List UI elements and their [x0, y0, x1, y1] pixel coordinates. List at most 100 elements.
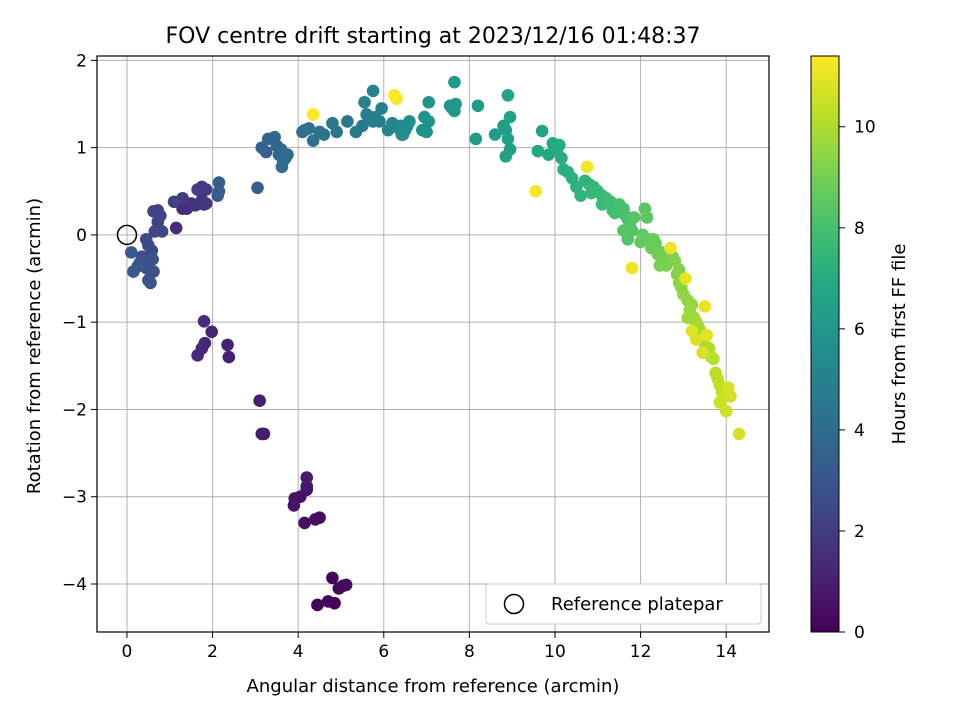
- scatter-point: [358, 95, 371, 109]
- scatter-point: [531, 144, 545, 158]
- scatter-point: [199, 197, 213, 210]
- x-tick-label: 12: [630, 642, 652, 662]
- scatter-point: [146, 253, 159, 266]
- scatter-point: [722, 381, 735, 394]
- scatter-point: [574, 189, 587, 202]
- scatter-point: [287, 499, 301, 512]
- y-tick-label: −3: [62, 488, 87, 508]
- scatter-point: [488, 128, 502, 141]
- scatter-point: [298, 516, 311, 530]
- y-axis-label: Rotation from reference (arcmin): [24, 198, 45, 494]
- scatter-point: [124, 246, 138, 259]
- scatter-point: [664, 241, 677, 255]
- x-tick-label: 2: [207, 642, 218, 662]
- scatter-point: [503, 110, 517, 124]
- scatter-point: [222, 350, 236, 364]
- legend-entry-reference-platepar: Reference platepar: [551, 594, 723, 615]
- scatter-point: [501, 132, 515, 146]
- scatter-point: [212, 176, 226, 189]
- scatter-point: [275, 160, 289, 174]
- scatter-point: [326, 571, 339, 585]
- x-tick-label: 14: [715, 642, 737, 662]
- scatter-point: [653, 259, 667, 272]
- legend-box: [485, 583, 762, 625]
- x-tick-label: 4: [293, 642, 304, 662]
- scatter-point: [205, 325, 219, 339]
- colorbar-tick-label: 10: [854, 118, 876, 138]
- y-tick-label: −2: [62, 400, 87, 420]
- scatter-point: [339, 578, 353, 592]
- colorbar-tick-label: 2: [854, 522, 865, 542]
- scatter-point: [155, 225, 169, 238]
- scatter-point: [698, 300, 712, 313]
- scatter-point: [308, 513, 322, 526]
- reference-platepar-marker: [116, 224, 138, 246]
- scatter-point: [321, 595, 335, 608]
- y-tick-label: 0: [76, 226, 87, 246]
- scatter-point: [552, 138, 566, 152]
- scatter-point: [253, 394, 266, 408]
- scatter-point: [169, 221, 183, 235]
- scatter-point: [685, 324, 699, 338]
- scatter-point: [420, 125, 433, 139]
- scatter-point: [167, 195, 181, 209]
- colorbar-tick-label: 0: [854, 623, 865, 643]
- scatter-point: [300, 471, 314, 484]
- scatter-point: [449, 97, 462, 111]
- scatter-point: [501, 88, 515, 102]
- scatter-point: [127, 265, 140, 278]
- scatter-point: [732, 427, 746, 441]
- scatter-point: [251, 181, 264, 195]
- scatter-point: [366, 84, 380, 98]
- scatter-point: [281, 148, 294, 161]
- scatter-point: [144, 276, 157, 290]
- scatter-point: [625, 261, 639, 275]
- scatter-point: [580, 160, 594, 174]
- colorbar-tick-label: 4: [854, 421, 865, 441]
- scatter-point: [306, 134, 320, 147]
- scatter-point: [255, 427, 269, 441]
- y-tick-label: 2: [76, 51, 87, 71]
- scatter-point: [147, 205, 160, 218]
- scatter-point: [627, 211, 641, 224]
- y-tick-label: −4: [62, 575, 87, 595]
- colorbar-label: Hours from first FF file: [889, 244, 910, 445]
- scatter-point: [713, 396, 727, 409]
- y-tick-label: −1: [62, 313, 87, 333]
- x-tick-label: 10: [544, 642, 566, 662]
- scatter-point: [418, 110, 431, 124]
- colorbar-tick-label: 8: [854, 219, 865, 239]
- y-tick-label: 1: [76, 139, 87, 159]
- scatter-point: [403, 115, 416, 128]
- scatter-point: [529, 184, 543, 198]
- scatter-point: [707, 352, 720, 366]
- colorbar-gradient: [810, 55, 840, 633]
- legend: Reference platepar: [485, 583, 762, 625]
- scatter-point: [617, 224, 630, 237]
- scatter-point: [341, 115, 354, 128]
- scatter-point: [719, 404, 733, 418]
- scatter-point: [139, 232, 153, 246]
- scatter-point: [535, 124, 549, 138]
- scatter-point: [422, 95, 436, 109]
- scatter-point: [255, 141, 269, 154]
- scatter-point: [555, 151, 568, 165]
- scatter-point: [151, 215, 165, 229]
- scatter-point: [471, 99, 485, 113]
- scatter-point: [306, 108, 320, 121]
- scatter-point: [469, 132, 483, 146]
- scatter-point: [640, 211, 654, 224]
- scatter-point: [330, 125, 343, 139]
- scatter-point: [197, 315, 211, 328]
- plot-frame: [96, 55, 770, 633]
- scatter-point: [499, 150, 513, 163]
- scatter-point: [191, 183, 204, 196]
- x-tick-label: 0: [122, 642, 133, 662]
- scatter-point: [317, 128, 331, 141]
- scatter-point: [191, 349, 204, 362]
- chart-title: FOV centre drift starting at 2023/12/16 …: [166, 24, 701, 49]
- scatter-point: [212, 184, 226, 198]
- scatter-point: [696, 346, 709, 360]
